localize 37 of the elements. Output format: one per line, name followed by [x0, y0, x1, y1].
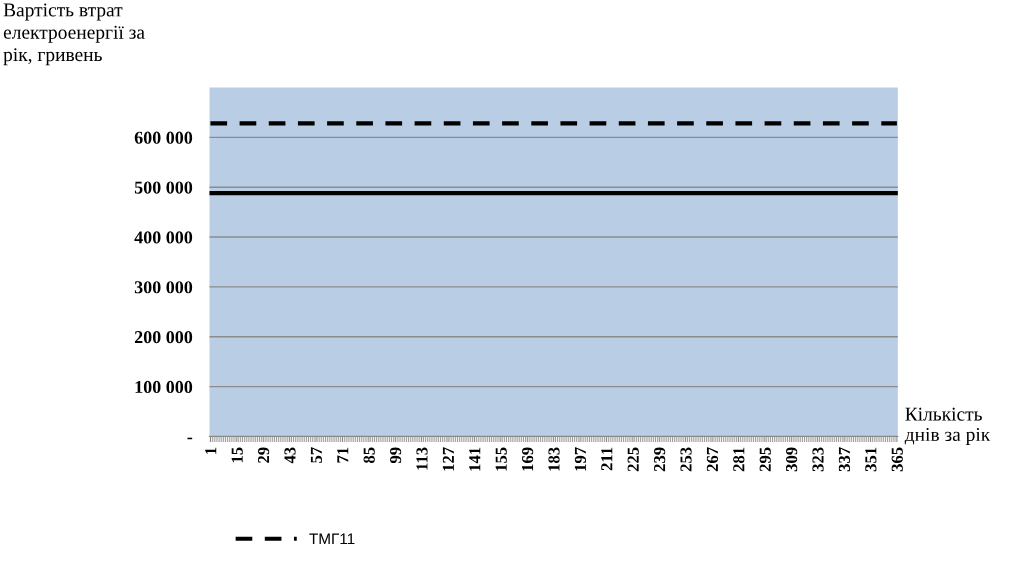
x-tick-label: 267	[706, 447, 719, 472]
x-tick-label: 43	[284, 447, 296, 464]
x-tick-label: 211	[601, 447, 613, 471]
x-tick-label: 85	[363, 447, 375, 463]
x-tick-label: 309	[785, 447, 798, 472]
x-tick-label: 337	[838, 447, 851, 472]
x-axis-title: Кількість днів за рік	[904, 407, 991, 445]
x-tick-label: 1	[205, 447, 217, 454]
x-tick-label: 225	[627, 447, 639, 472]
x-tick-label: 365	[891, 447, 903, 472]
x-tick-label: 29	[257, 447, 270, 463]
y-tick-label: 200 000	[134, 331, 193, 344]
x-tick-label: 71	[337, 447, 349, 463]
legend-label: ТМГ11	[309, 533, 355, 545]
y-tick-label: 100 000	[135, 380, 193, 394]
x-tick-label: 113	[416, 447, 428, 470]
x-tick-label: 295	[759, 447, 771, 472]
x-tick-label: 183	[548, 447, 560, 471]
x-tick-label: 281	[733, 447, 745, 472]
y-tick-label: 400 000	[134, 231, 193, 244]
x-tick-label: 169	[522, 447, 534, 471]
y-tick-label: -	[187, 437, 193, 440]
x-tick-label: 351	[865, 447, 877, 472]
y-axis-title: Вартість втрат електроенергії за рік, гривень	[3, 3, 145, 66]
x-tick-label: 141	[469, 447, 481, 471]
x-tick-label: 155	[495, 447, 507, 471]
x-tick-label: 99	[390, 447, 402, 464]
x-tick-label: 197	[574, 447, 587, 471]
x-tick-label: 127	[442, 447, 454, 471]
y-tick-label: 600 000	[134, 131, 193, 144]
x-tick-label: 15	[231, 447, 243, 463]
y-tick-label: 500 000	[134, 181, 193, 194]
x-tick-label: 323	[812, 447, 824, 472]
y-tick-label: 300 000	[134, 281, 193, 294]
x-tick-label: 253	[680, 447, 692, 472]
x-tick-label: 57	[310, 447, 322, 463]
x-tick-label: 239	[654, 447, 666, 472]
